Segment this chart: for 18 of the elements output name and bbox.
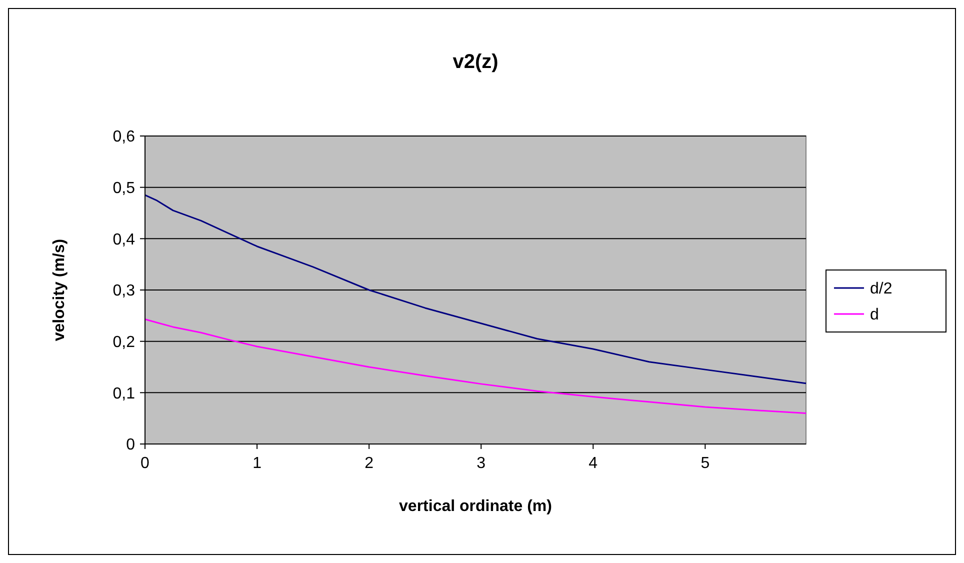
legend-label: d/2 [870,280,892,298]
y-axis-title: velocity (m/s) [51,238,68,342]
y-tick-label: 0,3 [112,282,136,300]
y-tick-label: 0,1 [112,385,136,402]
x-tick-label: 4 [588,455,598,472]
x-tick-label: 5 [700,455,710,472]
y-tick-label: 0 [126,436,136,454]
legend-label: d [870,306,879,324]
x-axis-title: vertical ordinate (m) [399,498,552,515]
y-tick-label: 0,5 [112,180,136,197]
chart-title: v2(z) [452,51,498,73]
x-tick-label: 0 [140,455,150,472]
y-tick-label: 0,2 [112,334,136,351]
y-tick-label: 0,4 [112,231,136,248]
x-tick-label: 3 [476,455,486,472]
y-tick-label: 0,6 [112,128,136,146]
x-tick-label: 1 [252,455,262,472]
x-tick-label: 2 [364,455,374,472]
